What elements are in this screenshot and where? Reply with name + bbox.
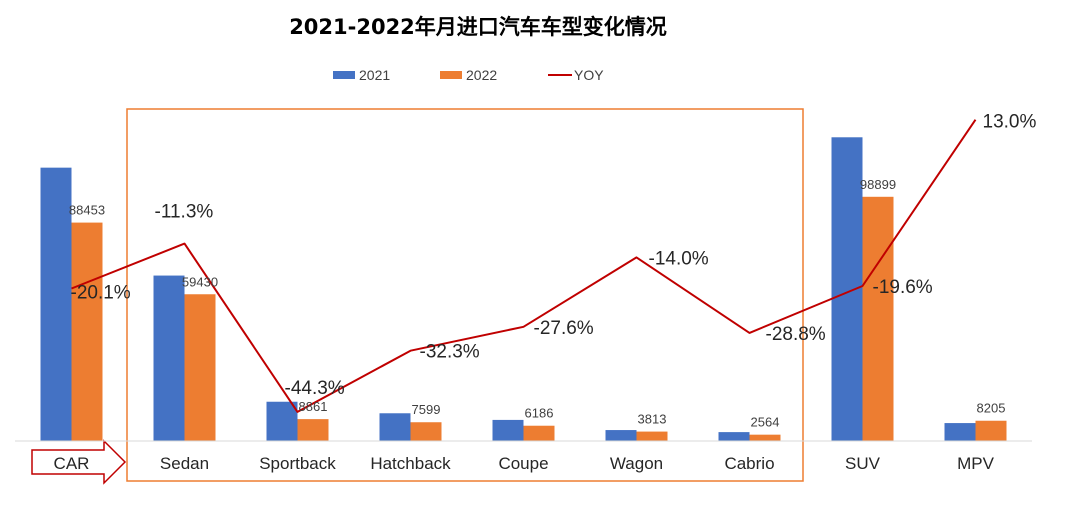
- car-arrow-callout: [31, 439, 127, 485]
- category-label-sportback: Sportback: [259, 454, 336, 473]
- value-label-2022-coupe: 6186: [525, 406, 554, 421]
- bar-2022-cabrio: [749, 434, 781, 441]
- legend-label-2022: 2022: [466, 67, 497, 83]
- bar-2021-mpv: [944, 423, 976, 441]
- category-label-hatchback: Hatchback: [370, 454, 451, 473]
- yoy-line: [71, 119, 977, 413]
- category-label-sedan: Sedan: [160, 454, 209, 473]
- value-label-2022-wagon: 3813: [638, 412, 667, 427]
- yoy-label-sedan: -11.3%: [155, 202, 214, 223]
- bar-2021-wagon: [605, 430, 637, 441]
- labels: 88453 59430 8861 7599 6186 3813 2564 98899 8205 -…: [69, 112, 1037, 430]
- bar-2022-sedan: [184, 294, 216, 441]
- category-label-cabrio: Cabrio: [724, 454, 774, 473]
- decor: [31, 108, 804, 485]
- value-label-2022-hatchback: 7599: [412, 402, 441, 417]
- axis: CAR Sedan Sportback Hatchback Coupe Wagon Cabr…: [15, 440, 1032, 473]
- bars: [40, 137, 1007, 442]
- bar-2021-sedan: [153, 275, 185, 441]
- yoy-label-hatchback: -32.3%: [420, 342, 480, 363]
- legend-label-2021: 2021: [359, 67, 390, 83]
- yoy-label-suv: -19.6%: [873, 277, 933, 298]
- category-label-mpv: MPV: [957, 454, 995, 473]
- legend-swatch-2022: [440, 71, 462, 79]
- yoy-label-wagon: -14.0%: [649, 248, 709, 269]
- bar-2022-mpv: [975, 420, 1007, 441]
- bar-2021-cabrio: [718, 432, 750, 441]
- value-label-2022-sportback: 8861: [299, 399, 328, 414]
- bar-2021-car: [40, 167, 72, 441]
- value-label-2022-cabrio: 2564: [751, 415, 780, 430]
- yoy-label-coupe: -27.6%: [534, 318, 594, 339]
- category-label-wagon: Wagon: [610, 454, 663, 473]
- bar-2022-sportback: [297, 419, 329, 441]
- legend-label-yoy: YOY: [574, 67, 604, 83]
- bar-2021-hatchback: [379, 413, 411, 441]
- bar-2021-suv: [831, 137, 863, 442]
- yoy-label-sportback: -44.3%: [285, 378, 345, 399]
- yoy-line-group: [71, 119, 977, 413]
- yoy-label-cabrio: -28.8%: [766, 324, 826, 345]
- value-label-2022-suv: 98899: [860, 177, 896, 192]
- bar-2021-coupe: [492, 419, 524, 441]
- bar-2022-wagon: [636, 431, 668, 441]
- highlight-box: [126, 108, 804, 482]
- legend-swatch-2021: [333, 71, 355, 79]
- bar-2022-hatchback: [410, 422, 442, 441]
- yoy-label-car: -20.1%: [71, 283, 131, 304]
- yoy-label-mpv: 13.0%: [983, 112, 1037, 133]
- category-label-suv: SUV: [845, 454, 881, 473]
- bar-2022-coupe: [523, 425, 555, 441]
- value-label-2022-car: 88453: [69, 203, 105, 218]
- value-label-2022-sedan: 59430: [182, 274, 218, 289]
- category-label-car: CAR: [54, 454, 90, 473]
- bar-2022-suv: [862, 196, 894, 441]
- bar-2022-car: [71, 222, 103, 441]
- category-label-coupe: Coupe: [498, 454, 548, 473]
- chart-title: 2021-2022年月进口汽车车型变化情况: [289, 15, 667, 39]
- bar-2021-sportback: [266, 401, 298, 441]
- legend: 2021 2022 YOY: [333, 67, 604, 83]
- value-label-2022-mpv: 8205: [977, 401, 1006, 416]
